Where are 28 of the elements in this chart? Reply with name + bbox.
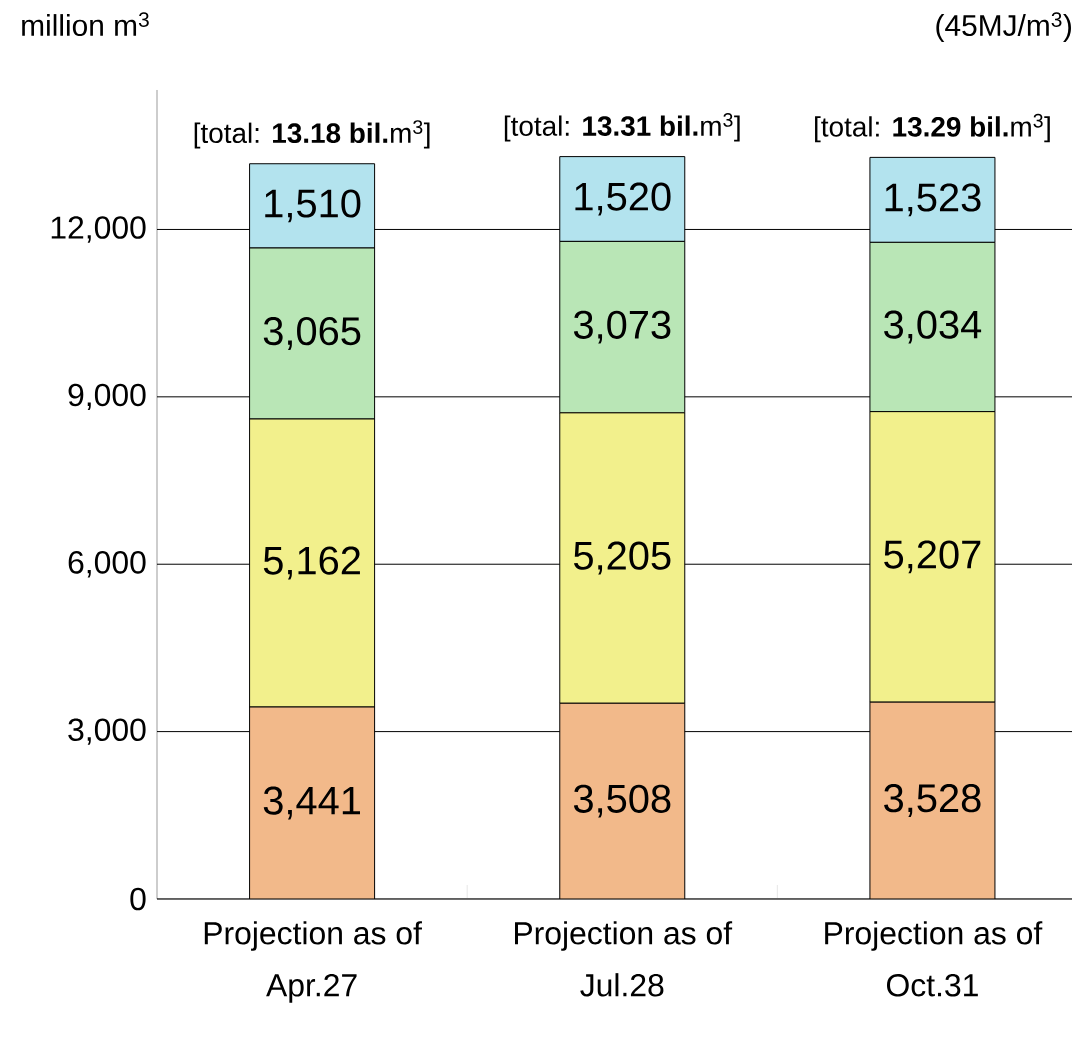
data-label: 1,520 bbox=[575, 182, 671, 216]
data-label: 5,207 bbox=[884, 540, 981, 574]
data-label: 1,523 bbox=[885, 183, 981, 217]
total-label: [total: 13.31 bil.m$^{3}$] bbox=[504, 113, 740, 142]
x-tick-label: Projection as of Oct.31 bbox=[825, 921, 1043, 997]
x-tick-label: Projection as of Apr.27 bbox=[204, 921, 422, 1003]
data-label: 3,065 bbox=[263, 317, 361, 350]
data-label: 3,528 bbox=[884, 784, 981, 818]
text: (45MJ/m$^{3}$) bbox=[936, 12, 1071, 42]
data-label: 3,508 bbox=[573, 784, 671, 818]
total-label: [total: 13.29 bil.m$^{3}$] bbox=[815, 113, 1050, 143]
data-label: 3,073 bbox=[573, 310, 671, 344]
y-tick-label: 0 bbox=[130, 887, 146, 911]
x-tick-label: Projection as of Jul.28 bbox=[515, 921, 733, 997]
total-label: [total: 13.18 bil.m$^{3}$] bbox=[194, 120, 430, 149]
data-label: 3,441 bbox=[263, 786, 360, 820]
data-label: 5,205 bbox=[574, 541, 671, 575]
y-axis-title: million m$^{3}$ bbox=[22, 12, 149, 37]
bar bbox=[249, 706, 376, 899]
y-tick-label: 3,000 bbox=[68, 718, 146, 745]
y-tick-label: 12,000 bbox=[51, 216, 146, 243]
data-label: 1,510 bbox=[265, 189, 361, 223]
bar bbox=[869, 701, 996, 899]
y-tick-label: 9,000 bbox=[68, 383, 146, 411]
data-label: 5,162 bbox=[263, 546, 360, 580]
y-tick-label: 6,000 bbox=[68, 551, 146, 578]
bar bbox=[559, 702, 686, 899]
data-label: 3,034 bbox=[884, 310, 982, 344]
